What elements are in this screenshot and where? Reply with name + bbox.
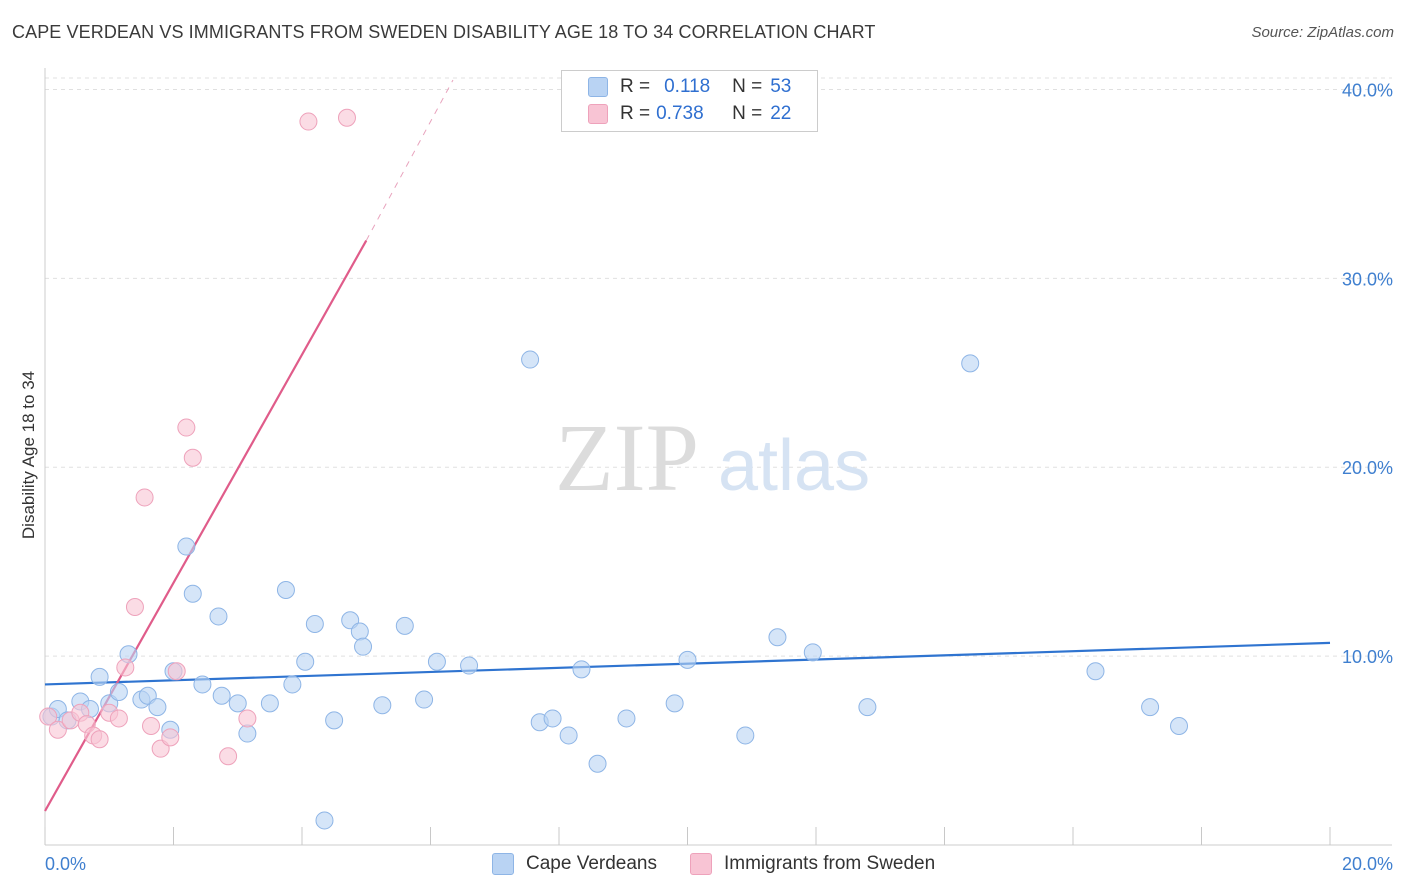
legend-row-immigrants-sweden: R = 0.738 N = 22 (562, 101, 791, 127)
watermark: ZIP atlas (555, 404, 870, 511)
bottom-legend-label: Cape Verdeans (526, 853, 657, 874)
point-cape-verdeans (961, 354, 980, 373)
bottom-legend-swatch-blue (492, 853, 514, 875)
legend-swatch-pink (588, 104, 608, 124)
point-cape-verdeans (588, 754, 607, 773)
point-cape-verdeans (678, 650, 697, 669)
point-cape-verdeans (296, 652, 315, 671)
point-immigrants-sweden (167, 662, 186, 681)
point-cape-verdeans (395, 616, 414, 635)
point-cape-verdeans (665, 694, 684, 713)
legend-r-value: 0.118 (664, 76, 711, 97)
point-immigrants-sweden (109, 709, 128, 728)
legend-r-value: 0.738 (656, 103, 704, 124)
point-cape-verdeans (415, 690, 434, 709)
y-tick-label: 40.0% (1342, 80, 1393, 100)
point-cape-verdeans (543, 709, 562, 728)
legend-n-label: N = (732, 103, 763, 124)
point-cape-verdeans (373, 696, 392, 715)
tick-labels: 10.0% 20.0% 30.0% 40.0% 0.0% 20.0% (45, 80, 1393, 874)
trendline-immigrants-sweden (44, 240, 368, 812)
point-cape-verdeans (90, 667, 109, 686)
point-cape-verdeans (858, 698, 877, 717)
point-cape-verdeans (109, 683, 128, 701)
watermark-atlas: atlas (718, 426, 870, 506)
chart-title: CAPE VERDEAN VS IMMIGRANTS FROM SWEDEN D… (12, 22, 876, 42)
grid (45, 77, 1392, 657)
point-immigrants-sweden (177, 418, 196, 437)
point-cape-verdeans (148, 698, 167, 717)
y-tick-label: 20.0% (1342, 458, 1393, 478)
point-immigrants-sweden (299, 112, 318, 131)
point-cape-verdeans (427, 652, 446, 671)
point-cape-verdeans (305, 615, 324, 633)
bottom-legend-label: Immigrants from Sweden (724, 853, 936, 874)
point-cape-verdeans (1086, 662, 1105, 681)
bottom-legend-swatch-pink (690, 853, 712, 875)
point-cape-verdeans (260, 694, 279, 713)
point-cape-verdeans (212, 686, 231, 705)
y-tick-label: 10.0% (1342, 647, 1393, 667)
trendline-extension (365, 79, 454, 241)
legend-row-cape-verdeans: R = 0.118 N = 53 (562, 74, 791, 100)
point-cape-verdeans (521, 350, 540, 369)
point-cape-verdeans (228, 694, 247, 713)
point-cape-verdeans (768, 628, 787, 647)
point-cape-verdeans (193, 675, 212, 694)
legend-r-label: R = (620, 103, 651, 124)
legend-n-label: N = (732, 76, 763, 97)
bottom-legend-immigrants-sweden: Immigrants from Sweden (690, 853, 935, 875)
legend-n-value: 53 (770, 76, 792, 97)
y-axis-label: Disability Age 18 to 34 (19, 371, 38, 539)
point-immigrants-sweden (39, 707, 58, 726)
legend: R = 0.118 N = 53 R = 0.738 N = 22 (561, 70, 818, 132)
point-immigrants-sweden (161, 728, 180, 747)
point-immigrants-sweden (219, 747, 238, 766)
legend-r-label: R = (620, 76, 651, 97)
legend-n-value: 22 (770, 103, 792, 124)
point-cape-verdeans (803, 643, 822, 662)
point-cape-verdeans (276, 581, 295, 599)
x-tick-label: 0.0% (45, 854, 86, 874)
point-cape-verdeans (572, 660, 591, 679)
data-points (39, 108, 1189, 830)
watermark-zip: ZIP (555, 404, 699, 511)
point-cape-verdeans (1141, 698, 1160, 717)
point-immigrants-sweden (183, 448, 202, 467)
point-immigrants-sweden (90, 730, 109, 749)
point-cape-verdeans (283, 675, 302, 694)
point-cape-verdeans (183, 584, 202, 603)
point-cape-verdeans (315, 811, 334, 830)
x-tick-label: 20.0% (1342, 854, 1393, 874)
point-cape-verdeans (325, 711, 344, 730)
point-immigrants-sweden (238, 709, 257, 728)
point-cape-verdeans (736, 726, 755, 745)
point-cape-verdeans (354, 637, 373, 656)
point-cape-verdeans (350, 622, 369, 641)
point-cape-verdeans (1170, 717, 1189, 735)
legend-swatch-blue (588, 77, 608, 97)
point-immigrants-sweden (135, 488, 154, 507)
point-immigrants-sweden (125, 598, 144, 616)
point-cape-verdeans (209, 607, 228, 626)
point-cape-verdeans (460, 656, 479, 675)
point-immigrants-sweden (116, 658, 135, 677)
bottom-legend: Cape Verdeans Immigrants from Sweden (0, 851, 1406, 879)
point-immigrants-sweden (142, 717, 161, 735)
point-cape-verdeans (559, 726, 578, 745)
point-cape-verdeans (617, 709, 636, 728)
bottom-legend-cape-verdeans: Cape Verdeans (492, 853, 657, 875)
point-cape-verdeans (177, 537, 196, 556)
y-tick-label: 30.0% (1342, 269, 1393, 289)
point-cape-verdeans (238, 724, 257, 743)
point-immigrants-sweden (337, 108, 356, 127)
source-label: Source: ZipAtlas.com (1251, 24, 1394, 41)
point-immigrants-sweden (48, 720, 67, 739)
